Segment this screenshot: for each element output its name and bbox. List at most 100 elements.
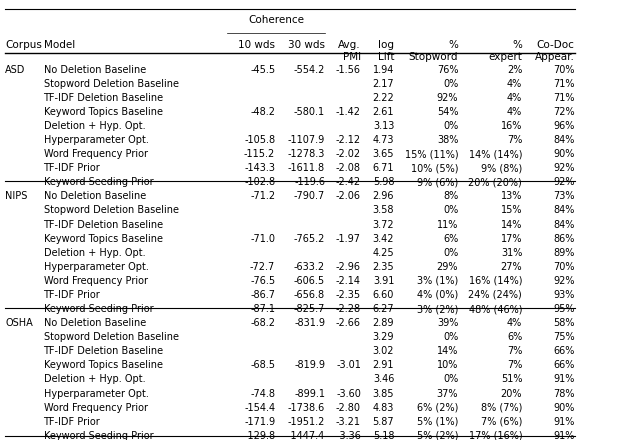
Text: -119.6: -119.6	[294, 177, 325, 187]
Text: Stopword Deletion Baseline: Stopword Deletion Baseline	[44, 79, 179, 89]
Text: Keyword Seeding Prior: Keyword Seeding Prior	[44, 304, 153, 314]
Text: -86.7: -86.7	[250, 290, 275, 300]
Text: TF-IDF Prior: TF-IDF Prior	[44, 163, 100, 173]
Text: TF-IDF Deletion Baseline: TF-IDF Deletion Baseline	[44, 346, 164, 356]
Text: -48.2: -48.2	[250, 107, 275, 117]
Text: -87.1: -87.1	[250, 304, 275, 314]
Text: -3.60: -3.60	[336, 389, 361, 399]
Text: 48% (46%): 48% (46%)	[468, 304, 522, 314]
Text: Co-Doc
Appear.: Co-Doc Appear.	[535, 40, 575, 62]
Text: 92%: 92%	[553, 276, 575, 286]
Text: 4.83: 4.83	[373, 403, 394, 413]
Text: -606.5: -606.5	[294, 276, 325, 286]
Text: 71%: 71%	[553, 93, 575, 103]
Text: OSHA: OSHA	[5, 318, 33, 328]
Text: 84%: 84%	[554, 220, 575, 230]
Text: -825.7: -825.7	[294, 304, 325, 314]
Text: 3.72: 3.72	[372, 220, 394, 230]
Text: 7% (6%): 7% (6%)	[481, 417, 522, 427]
Text: -3.21: -3.21	[336, 417, 361, 427]
Text: 4%: 4%	[507, 318, 522, 328]
Text: 66%: 66%	[554, 360, 575, 370]
Text: -1278.3: -1278.3	[288, 149, 325, 159]
Text: TF-IDF Prior: TF-IDF Prior	[44, 417, 100, 427]
Text: -580.1: -580.1	[294, 107, 325, 117]
Text: Hyperparameter Opt.: Hyperparameter Opt.	[44, 135, 148, 145]
Text: 7%: 7%	[507, 346, 522, 356]
Text: 91%: 91%	[554, 417, 575, 427]
Text: NIPS: NIPS	[5, 191, 28, 202]
Text: Avg.
PMI: Avg. PMI	[339, 40, 361, 62]
Text: 75%: 75%	[553, 332, 575, 342]
Text: 9% (8%): 9% (8%)	[481, 163, 522, 173]
Text: -1611.8: -1611.8	[288, 163, 325, 173]
Text: -819.9: -819.9	[294, 360, 325, 370]
Text: No Deletion Baseline: No Deletion Baseline	[44, 65, 146, 75]
Text: 3.02: 3.02	[372, 346, 394, 356]
Text: -2.42: -2.42	[336, 177, 361, 187]
Text: -1.56: -1.56	[336, 65, 361, 75]
Text: -68.2: -68.2	[250, 318, 275, 328]
Text: 7%: 7%	[507, 135, 522, 145]
Text: 3% (2%): 3% (2%)	[417, 304, 458, 314]
Text: -831.9: -831.9	[294, 318, 325, 328]
Text: Corpus: Corpus	[5, 40, 42, 51]
Text: -2.35: -2.35	[336, 290, 361, 300]
Text: 30 wds: 30 wds	[288, 40, 325, 51]
Text: 10 wds: 10 wds	[238, 40, 275, 51]
Text: 89%: 89%	[554, 248, 575, 258]
Text: 5.18: 5.18	[372, 431, 394, 440]
Text: 6.71: 6.71	[372, 163, 394, 173]
Text: 6%: 6%	[507, 332, 522, 342]
Text: 0%: 0%	[443, 79, 458, 89]
Text: -115.2: -115.2	[244, 149, 275, 159]
Text: 5% (1%): 5% (1%)	[417, 417, 458, 427]
Text: 9% (6%): 9% (6%)	[417, 177, 458, 187]
Text: 91%: 91%	[554, 431, 575, 440]
Text: 10%: 10%	[437, 360, 458, 370]
Text: -2.28: -2.28	[336, 304, 361, 314]
Text: -76.5: -76.5	[250, 276, 275, 286]
Text: 4%: 4%	[507, 93, 522, 103]
Text: 96%: 96%	[554, 121, 575, 131]
Text: Keyword Topics Baseline: Keyword Topics Baseline	[44, 360, 163, 370]
Text: 90%: 90%	[554, 149, 575, 159]
Text: -45.5: -45.5	[250, 65, 275, 75]
Text: Stopword Deletion Baseline: Stopword Deletion Baseline	[44, 205, 179, 216]
Text: 5.98: 5.98	[372, 177, 394, 187]
Text: 0%: 0%	[443, 332, 458, 342]
Text: 2%: 2%	[507, 65, 522, 75]
Text: 0%: 0%	[443, 121, 458, 131]
Text: 7%: 7%	[507, 360, 522, 370]
Text: No Deletion Baseline: No Deletion Baseline	[44, 191, 146, 202]
Text: -765.2: -765.2	[294, 234, 325, 244]
Text: ASD: ASD	[5, 65, 26, 75]
Text: 17%: 17%	[500, 234, 522, 244]
Text: -2.08: -2.08	[336, 163, 361, 173]
Text: 6.27: 6.27	[372, 304, 394, 314]
Text: -74.8: -74.8	[250, 389, 275, 399]
Text: 4.73: 4.73	[372, 135, 394, 145]
Text: 8%: 8%	[443, 191, 458, 202]
Text: 2.96: 2.96	[372, 191, 394, 202]
Text: 39%: 39%	[437, 318, 458, 328]
Text: 70%: 70%	[553, 65, 575, 75]
Text: 3.58: 3.58	[372, 205, 394, 216]
Text: 6% (2%): 6% (2%)	[417, 403, 458, 413]
Text: 84%: 84%	[554, 205, 575, 216]
Text: -129.8: -129.8	[244, 431, 275, 440]
Text: 8% (7%): 8% (7%)	[481, 403, 522, 413]
Text: 78%: 78%	[553, 389, 575, 399]
Text: 3.42: 3.42	[372, 234, 394, 244]
Text: Keyword Topics Baseline: Keyword Topics Baseline	[44, 107, 163, 117]
Text: 10% (5%): 10% (5%)	[411, 163, 458, 173]
Text: 58%: 58%	[553, 318, 575, 328]
Text: -790.7: -790.7	[294, 191, 325, 202]
Text: 92%: 92%	[553, 163, 575, 173]
Text: 20% (20%): 20% (20%)	[468, 177, 522, 187]
Text: 15%: 15%	[500, 205, 522, 216]
Text: Word Frequency Prior: Word Frequency Prior	[44, 403, 148, 413]
Text: Hyperparameter Opt.: Hyperparameter Opt.	[44, 389, 148, 399]
Text: -105.8: -105.8	[244, 135, 275, 145]
Text: -68.5: -68.5	[250, 360, 275, 370]
